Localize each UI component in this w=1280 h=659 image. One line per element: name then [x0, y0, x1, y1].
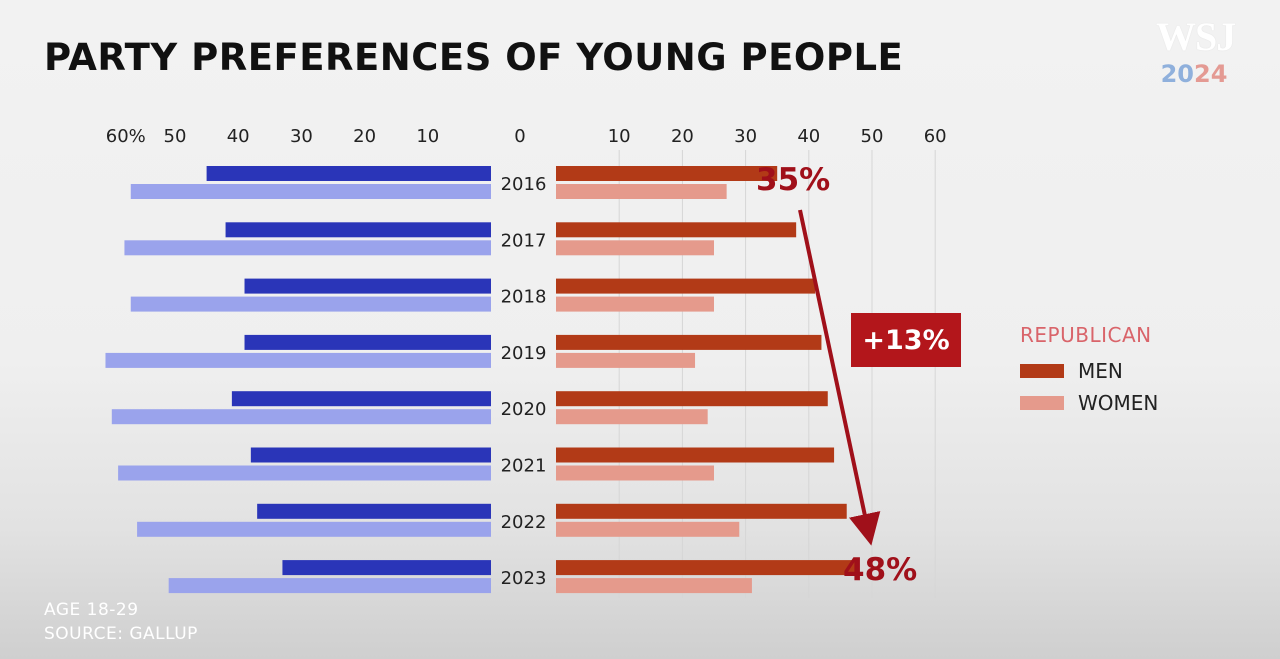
bar-republican-men-2016 [556, 166, 778, 181]
tick-right-1: 20 [671, 126, 694, 147]
bar-democrat-men-2016 [206, 166, 491, 181]
bar-republican-women-2022 [556, 521, 740, 537]
year-label-2022: 2022 [501, 512, 547, 533]
bar-democrat-women-2016 [130, 184, 491, 199]
legend: REPUBLICAN MEN WOMEN [1020, 323, 1158, 419]
legend-item-men: MEN [1020, 355, 1158, 387]
tick-right-3: 40 [797, 126, 820, 147]
tick-left-1: 50 [164, 126, 187, 147]
tick-left-3: 30 [290, 126, 313, 147]
year-label-2020: 2020 [501, 399, 547, 420]
year-label-2021: 2021 [501, 456, 547, 477]
bar-democrat-women-2023 [168, 578, 491, 594]
bar-democrat-men-2020 [231, 391, 491, 407]
logo-year: 2024 [1160, 60, 1228, 88]
legend-label-men: MEN [1078, 359, 1123, 383]
end-value-label: 48% [843, 552, 917, 588]
bar-republican-women-2020 [556, 409, 708, 425]
bar-democrat-men-2019 [244, 334, 491, 350]
bar-democrat-women-2018 [130, 296, 491, 312]
bar-republican-men-2020 [556, 391, 828, 407]
tick-right-5: 60 [924, 126, 947, 147]
tick-left-6: 0 [514, 126, 525, 147]
tick-right-0: 10 [608, 126, 631, 147]
bar-republican-men-2019 [556, 334, 822, 350]
legend-swatch-men [1020, 364, 1064, 378]
bar-republican-men-2023 [556, 560, 860, 576]
bar-democrat-women-2022 [137, 521, 491, 537]
bar-republican-men-2018 [556, 278, 816, 294]
change-badge: +13% [851, 313, 961, 367]
bar-democrat-women-2017 [124, 240, 491, 256]
bar-republican-men-2017 [556, 222, 797, 238]
tick-left-4: 20 [353, 126, 376, 147]
year-label-2016: 2016 [501, 174, 547, 195]
bar-democrat-women-2020 [111, 409, 492, 425]
footnote-age: AGE 18-29 [44, 600, 139, 620]
legend-label-women: WOMEN [1078, 391, 1159, 415]
bar-democrat-women-2021 [118, 465, 492, 481]
bar-republican-men-2022 [556, 503, 847, 519]
tick-right-2: 30 [734, 126, 757, 147]
bar-democrat-men-2022 [257, 503, 491, 519]
tick-left-5: 10 [416, 126, 439, 147]
logo-brand: WSJ [1156, 14, 1236, 59]
bar-democrat-men-2017 [225, 222, 491, 238]
bar-democrat-men-2021 [250, 447, 491, 463]
bar-democrat-men-2018 [244, 278, 491, 294]
tick-left-2: 40 [227, 126, 250, 147]
bar-republican-women-2023 [556, 578, 752, 594]
bar-republican-women-2017 [556, 240, 714, 256]
tick-right-4: 50 [861, 126, 884, 147]
trend-arrow [798, 209, 881, 546]
legend-swatch-women [1020, 396, 1064, 410]
chart-title: PARTY PREFERENCES OF YOUNG PEOPLE [44, 36, 904, 79]
bar-democrat-men-2023 [282, 560, 491, 576]
bar-republican-women-2019 [556, 352, 696, 368]
legend-item-women: WOMEN [1020, 387, 1158, 419]
year-label-2023: 2023 [501, 568, 547, 589]
year-label-2019: 2019 [501, 343, 547, 364]
legend-title: REPUBLICAN [1020, 323, 1152, 347]
footnote-source: SOURCE: GALLUP [44, 624, 198, 644]
year-label-2017: 2017 [501, 230, 547, 251]
year-label-2018: 2018 [501, 287, 547, 308]
wsj-2024-logo: WSJ 2024 [1156, 14, 1236, 89]
tick-left-0: 60% [106, 126, 146, 147]
start-value-label: 35% [756, 162, 830, 198]
bar-republican-women-2021 [556, 465, 714, 481]
bar-democrat-women-2019 [105, 352, 491, 368]
bar-republican-men-2021 [556, 447, 835, 463]
bar-republican-women-2018 [556, 296, 714, 312]
bar-republican-women-2016 [556, 184, 727, 199]
